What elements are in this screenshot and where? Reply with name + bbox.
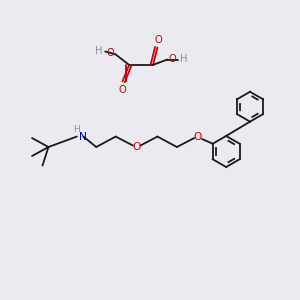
Text: O: O xyxy=(132,142,141,152)
Text: O: O xyxy=(118,85,126,95)
Text: N: N xyxy=(79,132,87,142)
Text: H: H xyxy=(180,54,188,64)
Text: H: H xyxy=(73,125,80,134)
Text: O: O xyxy=(169,54,176,64)
Text: H: H xyxy=(95,46,103,56)
Text: O: O xyxy=(107,48,115,58)
Text: O: O xyxy=(194,132,202,142)
Text: O: O xyxy=(154,34,162,45)
